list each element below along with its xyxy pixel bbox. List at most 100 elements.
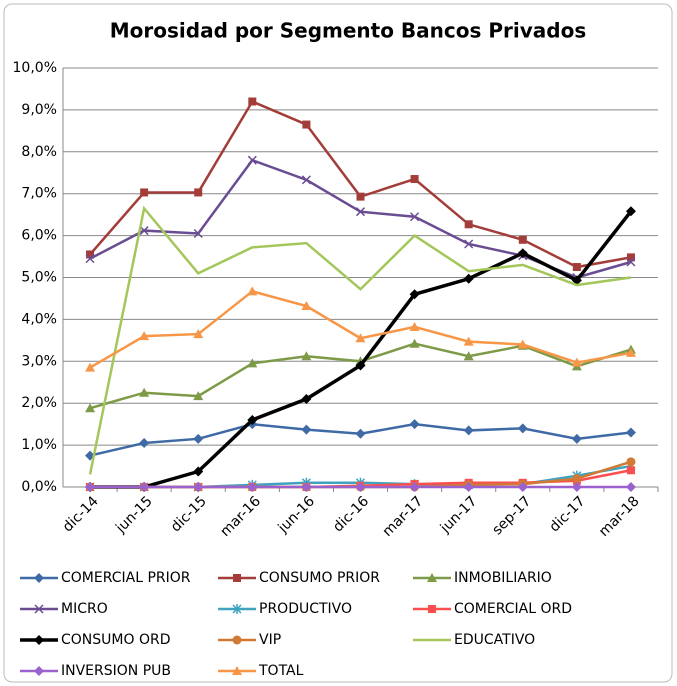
y-tick-label: 3,0% (21, 353, 57, 369)
marker (193, 391, 204, 401)
y-tick-label: 1,0% (21, 437, 57, 453)
marker (193, 433, 204, 444)
marker (355, 428, 366, 439)
marker (463, 482, 474, 492)
marker (355, 360, 366, 371)
legend-label: PRODUCTIVO (259, 601, 352, 617)
marker (409, 321, 420, 331)
y-tick-label: 7,0% (21, 186, 57, 202)
marker (572, 263, 581, 272)
marker (463, 273, 474, 284)
marker (626, 257, 636, 267)
marker (463, 336, 474, 346)
marker (301, 482, 312, 492)
marker (626, 457, 636, 467)
marker (193, 329, 204, 339)
marker (139, 226, 149, 236)
marker (301, 175, 311, 185)
legend-marker (232, 666, 242, 675)
marker (625, 206, 636, 217)
y-tick-label: 9,0% (21, 102, 57, 118)
marker (625, 347, 636, 357)
legend-label: INMOBILIARIO (454, 570, 552, 586)
legend-marker (428, 605, 436, 613)
legend-label: EDUCATIVO (454, 632, 535, 648)
marker (410, 175, 419, 184)
marker (247, 482, 258, 492)
marker (194, 188, 203, 197)
marker (463, 425, 474, 436)
marker (302, 120, 311, 129)
marker (85, 362, 96, 372)
legend-label: COMERCIAL ORD (454, 601, 572, 617)
marker (301, 424, 312, 435)
marker (301, 300, 312, 310)
marker (517, 423, 528, 434)
legend-marker (232, 604, 242, 614)
y-tick-label: 8,0% (21, 144, 57, 160)
y-tick-label: 5,0% (21, 270, 57, 286)
marker (517, 339, 528, 349)
marker (409, 419, 420, 430)
marker (139, 438, 150, 449)
y-tick-label: 2,0% (21, 395, 57, 411)
marker (247, 414, 258, 425)
marker (85, 403, 96, 413)
marker (356, 192, 365, 201)
marker (571, 357, 582, 367)
marker (571, 433, 582, 444)
marker (625, 482, 636, 492)
legend-label: VIP (259, 632, 281, 648)
marker (517, 482, 528, 492)
marker (409, 289, 420, 300)
marker (625, 427, 636, 438)
marker (193, 466, 204, 477)
y-tick-label: 10,0% (13, 60, 57, 76)
legend-label: MICRO (61, 601, 108, 617)
marker (85, 482, 96, 492)
marker (139, 387, 150, 397)
marker (355, 207, 366, 217)
y-tick-label: 6,0% (21, 228, 57, 244)
marker (409, 338, 420, 348)
marker (301, 394, 312, 405)
marker (247, 155, 257, 165)
marker (139, 331, 150, 341)
legend-marker (34, 573, 44, 583)
marker (409, 482, 420, 492)
legend-marker (34, 666, 44, 676)
legend-marker (34, 604, 44, 614)
marker (571, 482, 582, 492)
legend-marker (34, 635, 44, 645)
marker (247, 358, 258, 368)
marker (464, 239, 474, 249)
marker (140, 188, 149, 197)
marker (85, 254, 95, 264)
chart-title: Morosidad por Segmento Bancos Privados (110, 19, 586, 43)
marker (626, 466, 635, 475)
marker (355, 333, 366, 343)
marker (463, 351, 474, 361)
marker (517, 248, 528, 259)
marker (193, 228, 203, 239)
chart-border (3, 3, 673, 683)
y-tick-label: 4,0% (21, 311, 57, 327)
marker (193, 482, 204, 492)
marker (518, 235, 527, 244)
marker (572, 474, 582, 484)
marker (355, 482, 366, 492)
marker (247, 286, 258, 296)
y-tick-label: 0,0% (21, 479, 57, 495)
series-line (88, 205, 632, 475)
legend-label: TOTAL (258, 663, 304, 679)
marker (139, 482, 150, 492)
legend-marker (427, 573, 437, 582)
marker (248, 97, 257, 106)
marker (464, 220, 473, 229)
marker (410, 212, 420, 222)
marker (626, 253, 635, 262)
legend-label: INVERSION PUB (61, 663, 171, 679)
legend-label: CONSUMO PRIOR (259, 570, 380, 586)
legend-label: COMERCIAL PRIOR (61, 570, 191, 586)
